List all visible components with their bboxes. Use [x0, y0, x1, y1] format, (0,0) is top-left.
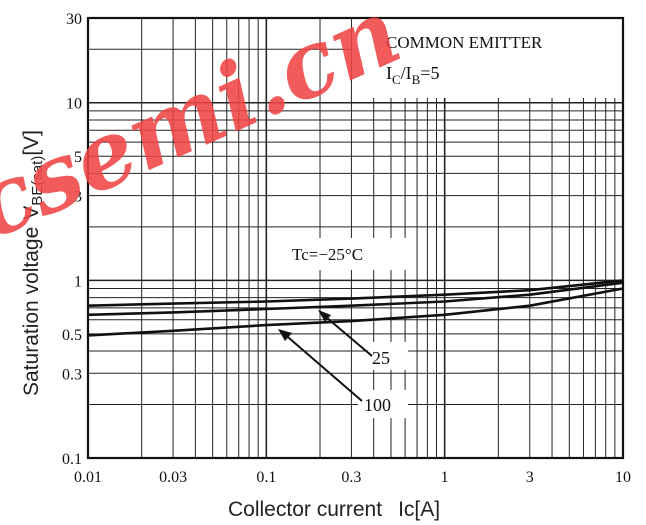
- x-tick-label: 10: [615, 469, 631, 486]
- y-tick-label: 30: [66, 11, 82, 28]
- series-label-25: 25: [372, 348, 390, 368]
- x-axis-title: Collector current Ic[A]: [228, 498, 440, 521]
- series-line-tc-minus25: [87, 279, 624, 307]
- arrow-100: [281, 331, 363, 402]
- series-line-100: [87, 287, 624, 337]
- x-tick-label: 1: [441, 469, 449, 486]
- x-tick-label: 0.1: [256, 469, 276, 486]
- plot-frame: [86, 16, 625, 460]
- arrow-25-head: [318, 310, 331, 322]
- arrow-100-head: [278, 329, 292, 341]
- series-line-25: [87, 281, 624, 317]
- series-label-100: 100: [364, 395, 391, 415]
- y-tick-label: 0.1: [62, 451, 82, 468]
- y-tick-label: 0.3: [62, 366, 82, 383]
- x-tick-labels: 0.01 0.03 0.1 0.3 1 3 10: [74, 469, 631, 486]
- x-tick-label: 0.3: [341, 469, 361, 486]
- y-tick-labels: 0.1 0.3 0.5 1 3 5 10 30: [62, 11, 82, 468]
- label-25-background: [368, 342, 408, 370]
- series-layer: [87, 279, 624, 337]
- y-axis-title: Saturation voltageVBE(sat)[V]: [20, 130, 46, 396]
- y-tick-label: 0.5: [62, 327, 82, 344]
- conditions-ratio: IC/IB=5: [386, 63, 440, 87]
- y-tick-label: 5: [74, 149, 82, 166]
- tc-label-background: [286, 238, 410, 270]
- x-tick-label: 3: [526, 469, 534, 486]
- label-100-background: [358, 390, 408, 418]
- series-label-tc-minus25: Tc=−25°C: [292, 245, 363, 264]
- conditions-box: [352, 18, 623, 98]
- y-tick-label: 3: [74, 189, 82, 206]
- y-tick-label: 10: [66, 96, 82, 113]
- arrow-25: [319, 311, 373, 357]
- x-tick-label: 0.03: [159, 469, 187, 486]
- x-tick-label: 0.01: [74, 469, 102, 486]
- y-tick-label: 1: [74, 273, 82, 290]
- conditions-title: COMMON EMITTER: [386, 33, 543, 52]
